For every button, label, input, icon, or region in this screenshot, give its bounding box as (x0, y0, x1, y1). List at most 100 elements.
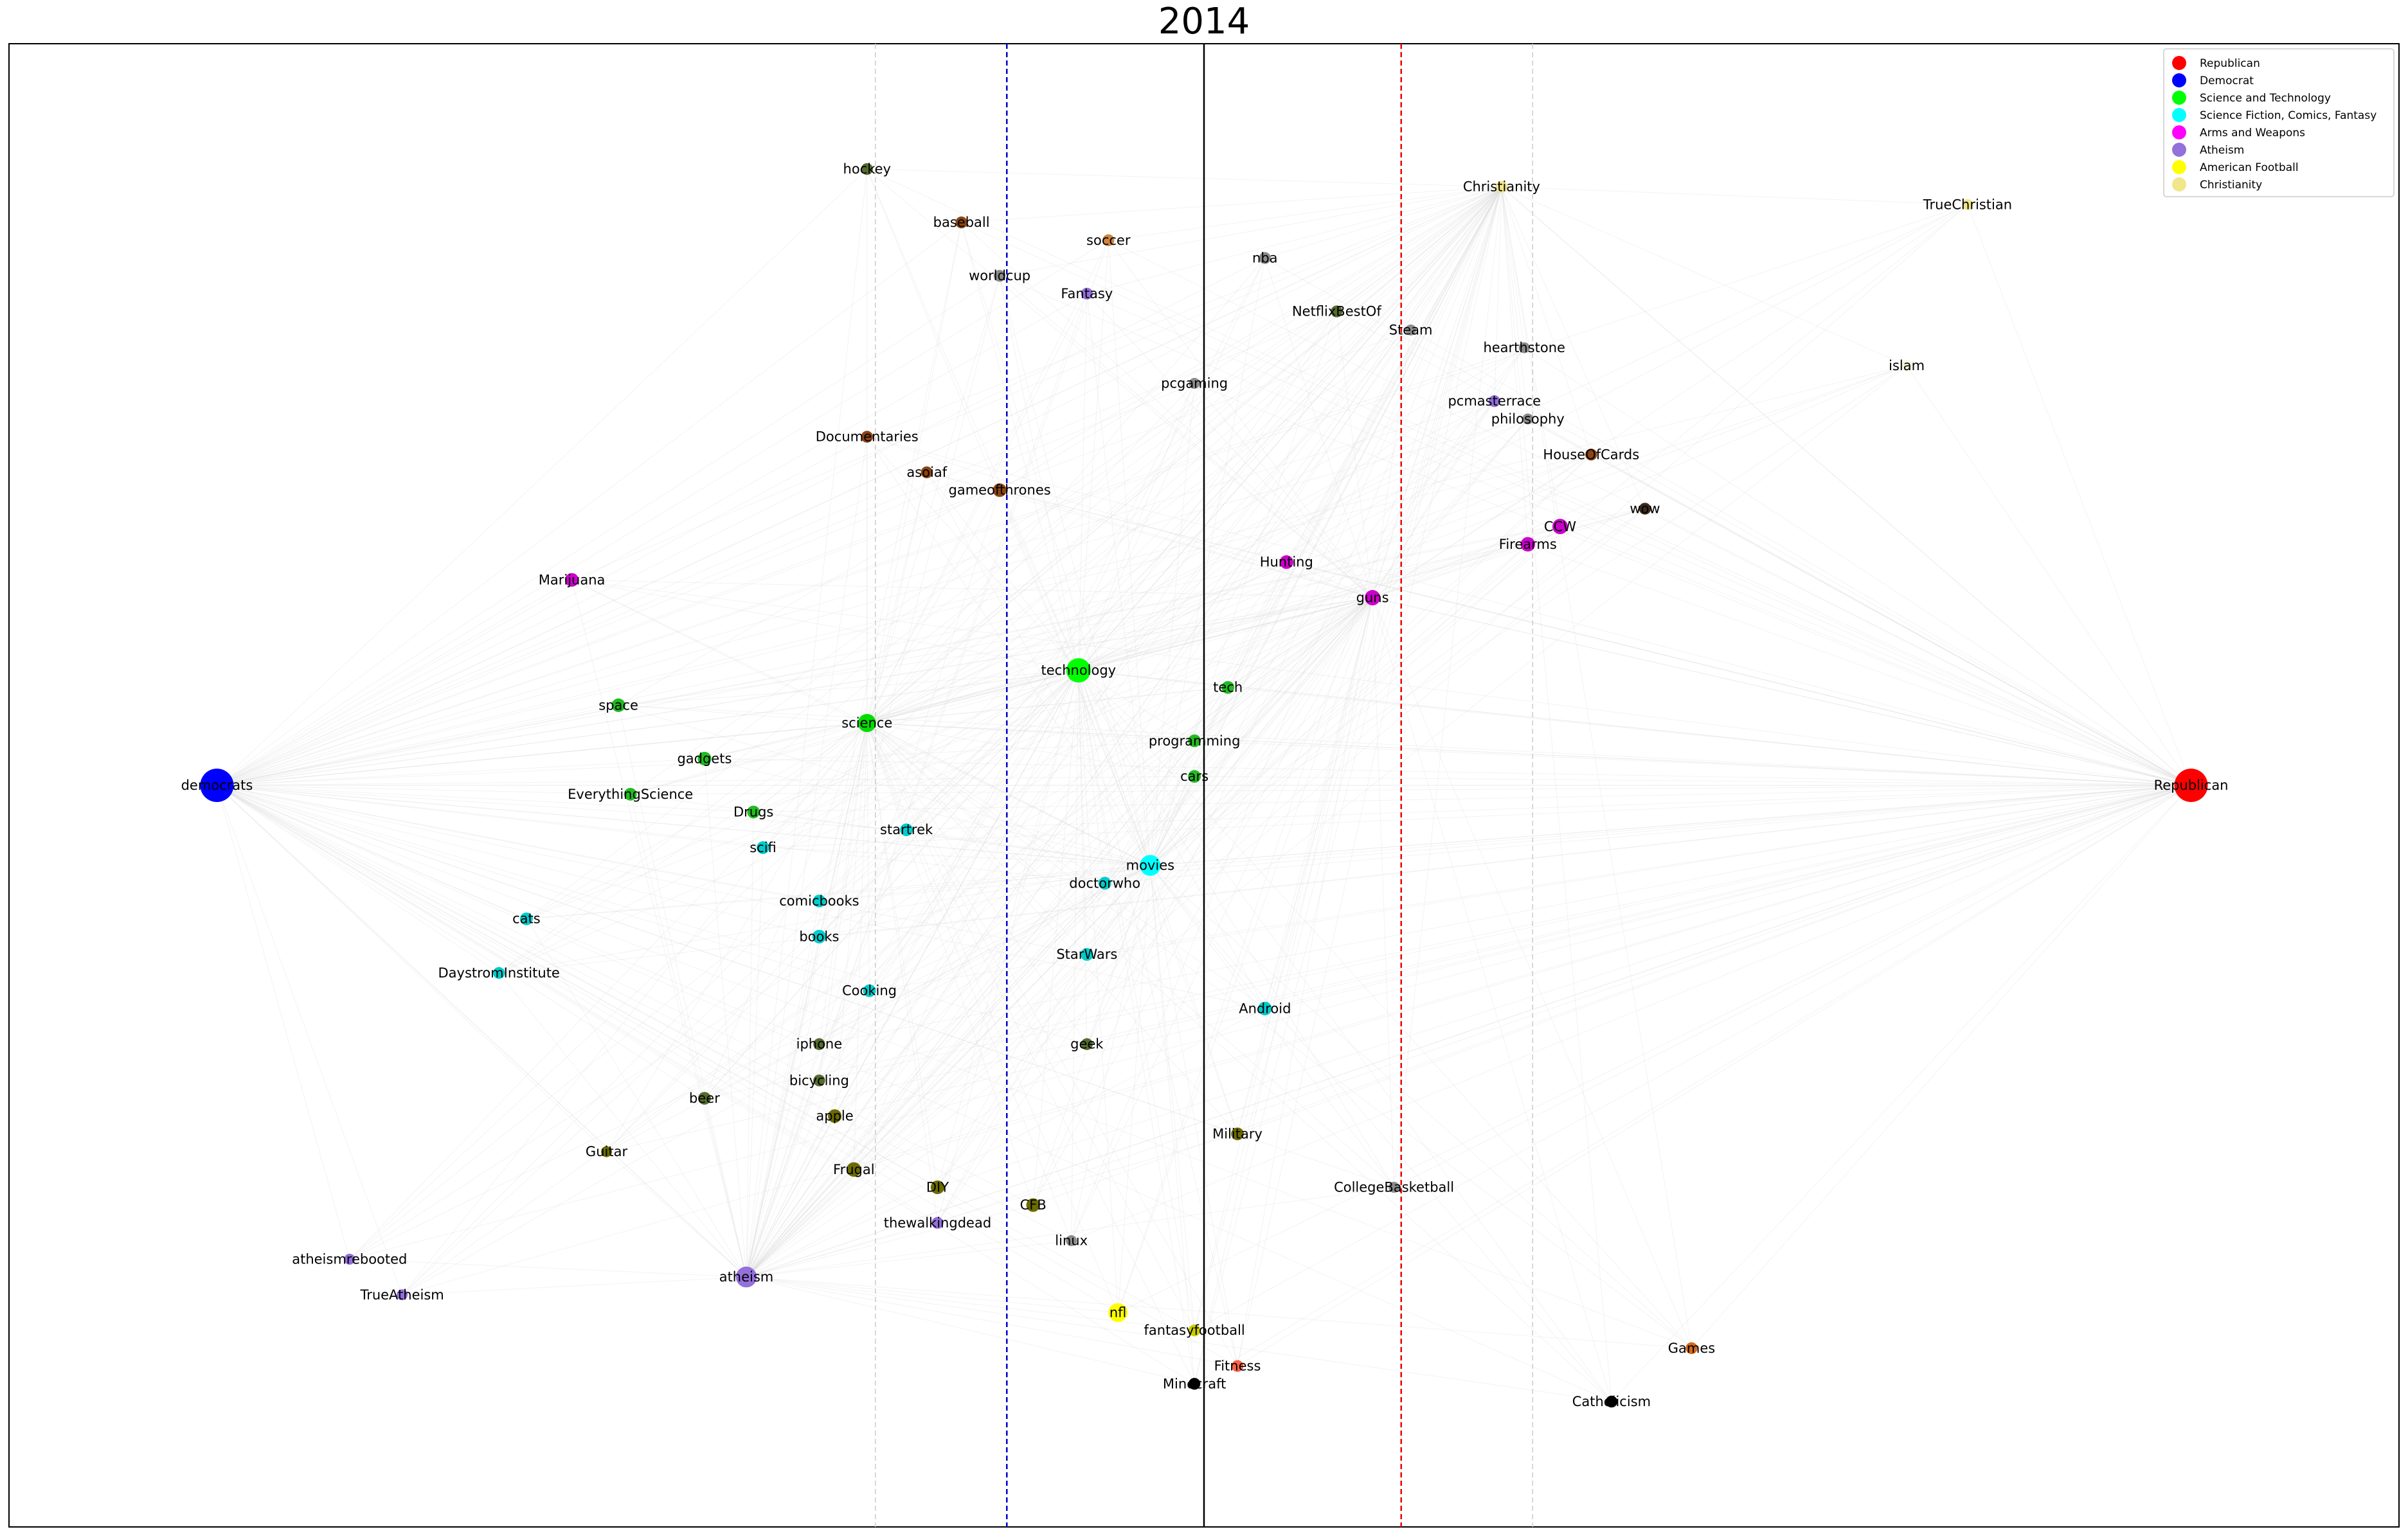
edge (746, 330, 1412, 1278)
edge (704, 785, 2191, 1099)
edge (704, 758, 1151, 866)
node-firearms (1520, 537, 1536, 552)
edge (746, 670, 1079, 1278)
edge (1501, 186, 2191, 786)
edge (1071, 865, 1151, 1241)
legend-label-democrat: Democrat (2200, 75, 2254, 87)
edge (867, 722, 1692, 1349)
node-label-cats: cats (512, 911, 541, 927)
edge (1527, 544, 2191, 786)
node-baseball (955, 216, 967, 229)
edge (746, 418, 1529, 1278)
edge (1078, 597, 1373, 671)
edge (1286, 562, 1373, 598)
edge (1108, 240, 1151, 866)
edge (1078, 670, 2191, 786)
edge (1149, 740, 1195, 866)
edge (1149, 865, 1195, 1331)
edge (819, 785, 2191, 1081)
edge (349, 1258, 747, 1278)
node-label-technology: technology (1041, 663, 1117, 678)
node-label-comicbooks: comicbooks (779, 893, 859, 909)
edge (217, 293, 1088, 786)
node-label-fantasy: Fantasy (1061, 286, 1113, 301)
edge (1194, 597, 1373, 742)
edge (746, 383, 1195, 1278)
node-space (611, 698, 625, 712)
edge (217, 785, 820, 937)
edge (1078, 544, 1528, 671)
edge (937, 670, 1079, 1188)
edge (1264, 785, 2191, 1009)
edge (1078, 670, 1195, 1331)
edge (1336, 311, 2191, 786)
edge (217, 785, 747, 1278)
edge (867, 722, 1394, 1188)
edge (867, 722, 1072, 1241)
edge (746, 900, 820, 1278)
edge (746, 562, 1287, 1278)
edge (746, 240, 1109, 1278)
edge (217, 785, 1195, 1331)
edge (1149, 776, 1195, 866)
edge (867, 418, 1528, 724)
edge (606, 670, 1079, 1152)
edge (1078, 597, 1373, 671)
edge (753, 597, 1373, 813)
node-guns (1365, 590, 1381, 606)
edge (937, 186, 1502, 1188)
node-label-programming: programming (1149, 733, 1241, 749)
edge (867, 186, 1502, 724)
edge (746, 1186, 1394, 1278)
edge (1501, 186, 1529, 419)
edge (853, 186, 1502, 1170)
edge (704, 758, 747, 1278)
edge (746, 436, 868, 1278)
edge (753, 722, 868, 812)
edge (217, 687, 1228, 786)
edge (1078, 383, 1195, 671)
edge (1032, 785, 2191, 1206)
node-label-guns: guns (1356, 590, 1389, 605)
edge (1078, 311, 1337, 671)
edge (999, 275, 1373, 598)
edge (834, 597, 1373, 1117)
edge (763, 785, 2191, 848)
edge (867, 722, 1195, 1331)
edge (402, 1276, 747, 1296)
node-books (812, 929, 827, 944)
node-doctorwho (1098, 877, 1111, 890)
edge (349, 785, 2191, 1260)
edge (746, 1204, 1034, 1278)
edge (1228, 687, 2191, 786)
edge (1149, 865, 1195, 1384)
edge (1194, 597, 1373, 777)
node-label-space: space (598, 697, 638, 713)
edge (1394, 186, 1502, 1188)
edge (746, 812, 754, 1278)
edge (1149, 418, 1529, 866)
edge (819, 597, 1373, 1081)
node-label-trueatheism: TrueAtheism (359, 1287, 444, 1303)
edge (704, 758, 2191, 786)
edge (1149, 562, 1287, 866)
edge (1078, 670, 1119, 1313)
node-label-cars: cars (1180, 769, 1208, 784)
edge (746, 1044, 820, 1278)
edge (1194, 740, 2191, 786)
edge (867, 722, 1105, 884)
edge (1117, 865, 1151, 1313)
node-label-thewalkingdead: thewalkingdead (884, 1215, 991, 1231)
edge (216, 785, 350, 1260)
edge (704, 722, 868, 1099)
node-label-hockey: hockey (843, 161, 891, 177)
edge (746, 670, 1079, 1278)
node-label-scifi: scifi (750, 840, 777, 855)
edge (1150, 508, 1646, 866)
edge (704, 865, 1151, 1099)
edge (618, 704, 2191, 786)
edge (1078, 204, 1968, 671)
edge (746, 830, 907, 1278)
node-asoiaf (921, 466, 933, 479)
edge (746, 1008, 1266, 1278)
